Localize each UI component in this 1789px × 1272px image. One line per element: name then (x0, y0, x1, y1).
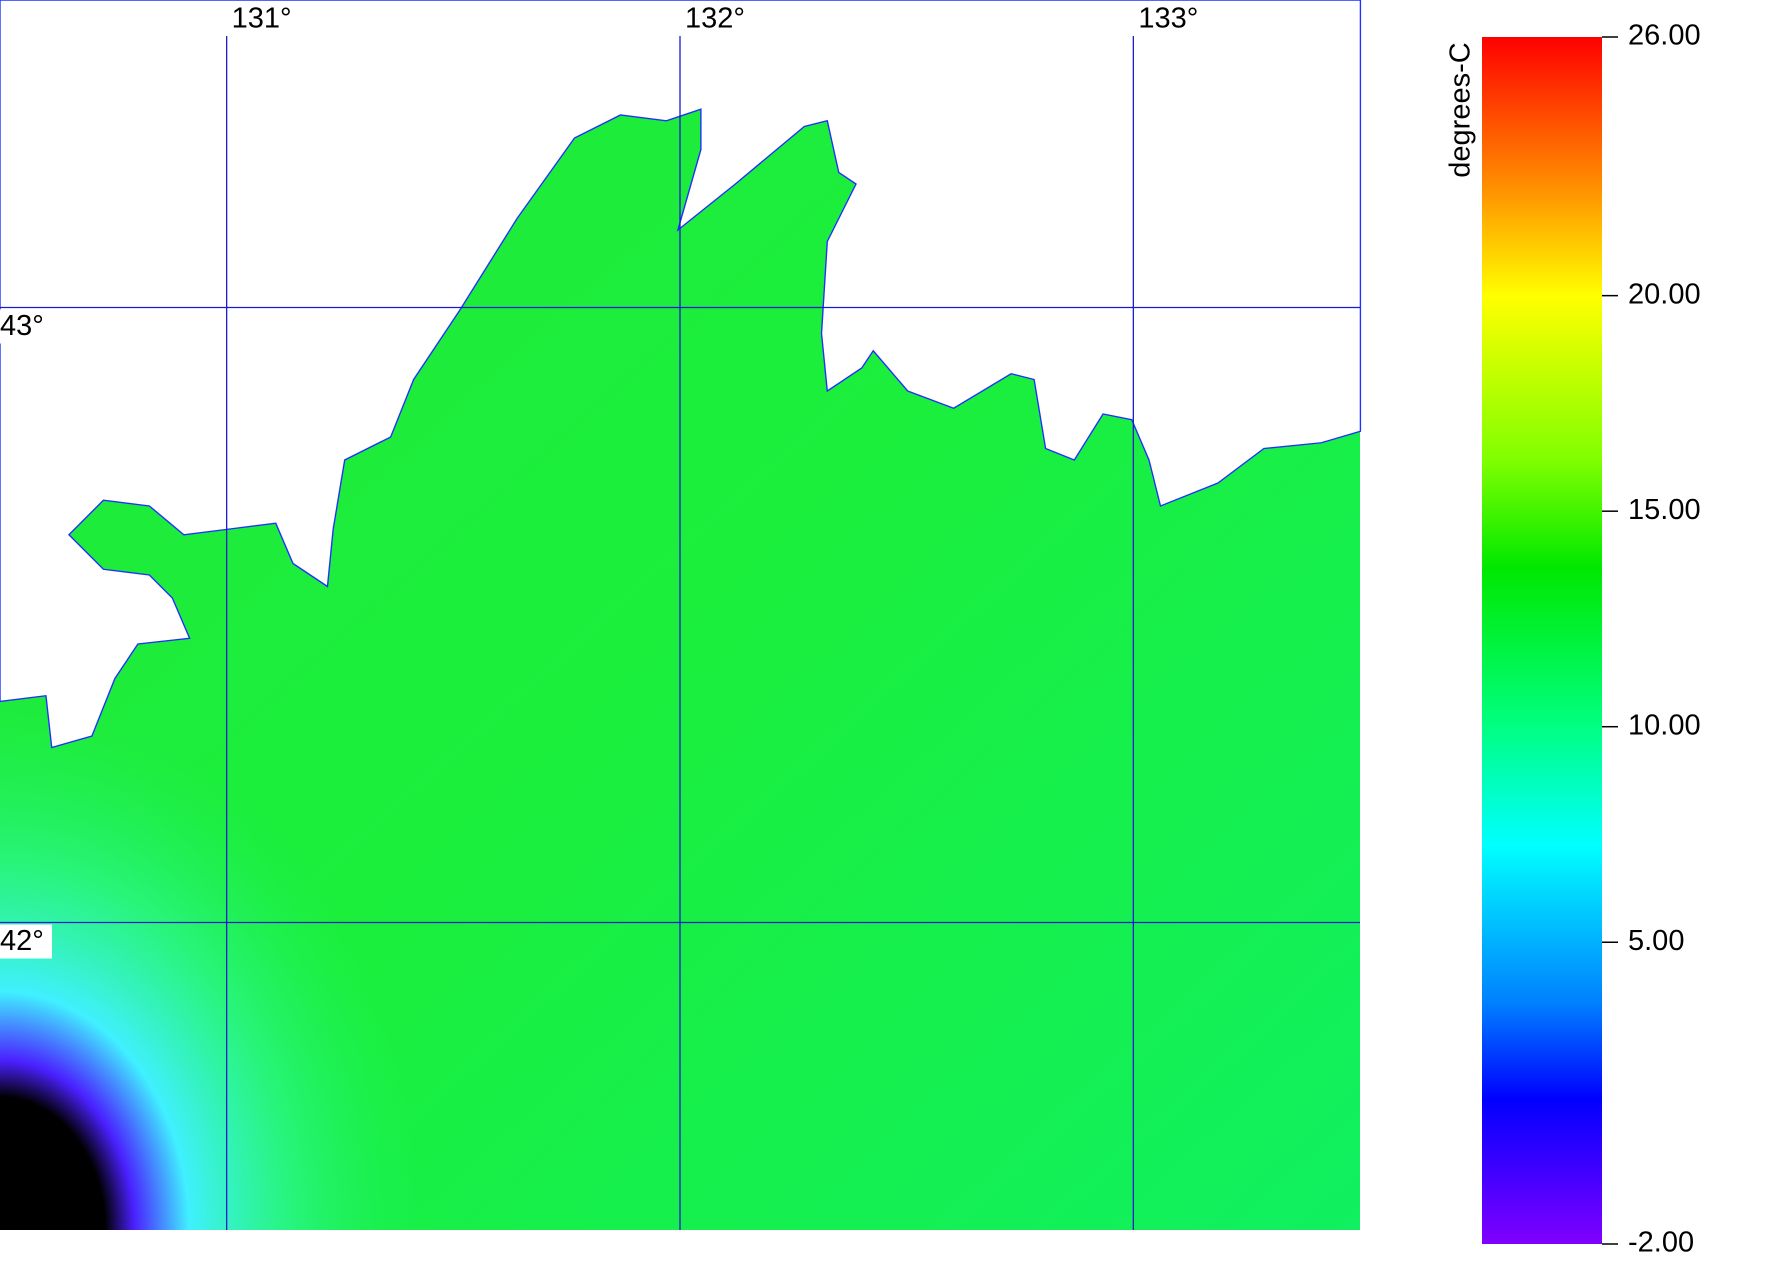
cold-water (0, 700, 420, 1230)
lon-tick-label: 131° (232, 3, 292, 35)
lat-tick-label: 43° (0, 310, 44, 342)
colorbar-label: degrees-C (1445, 42, 1477, 177)
colorbar-tick-label: -2.00 (1628, 1227, 1694, 1259)
label-background (0, 309, 52, 344)
colorbar-tick-label: 10.00 (1628, 709, 1701, 741)
colorbar-tick-label: 5.00 (1628, 925, 1684, 957)
label-background (0, 924, 52, 959)
colorbar-tick-label: 26.00 (1628, 20, 1701, 52)
colorbar (1482, 37, 1602, 1244)
lon-tick-label: 133° (1138, 3, 1198, 35)
land (0, 0, 1362, 749)
lat-tick-label: 42° (0, 925, 44, 957)
colorbar-tick-label: 20.00 (1628, 278, 1701, 310)
coast (0, 0, 1362, 749)
lon-tick-label: 132° (685, 3, 745, 35)
colorbar-tick-label: 15.00 (1628, 494, 1701, 526)
